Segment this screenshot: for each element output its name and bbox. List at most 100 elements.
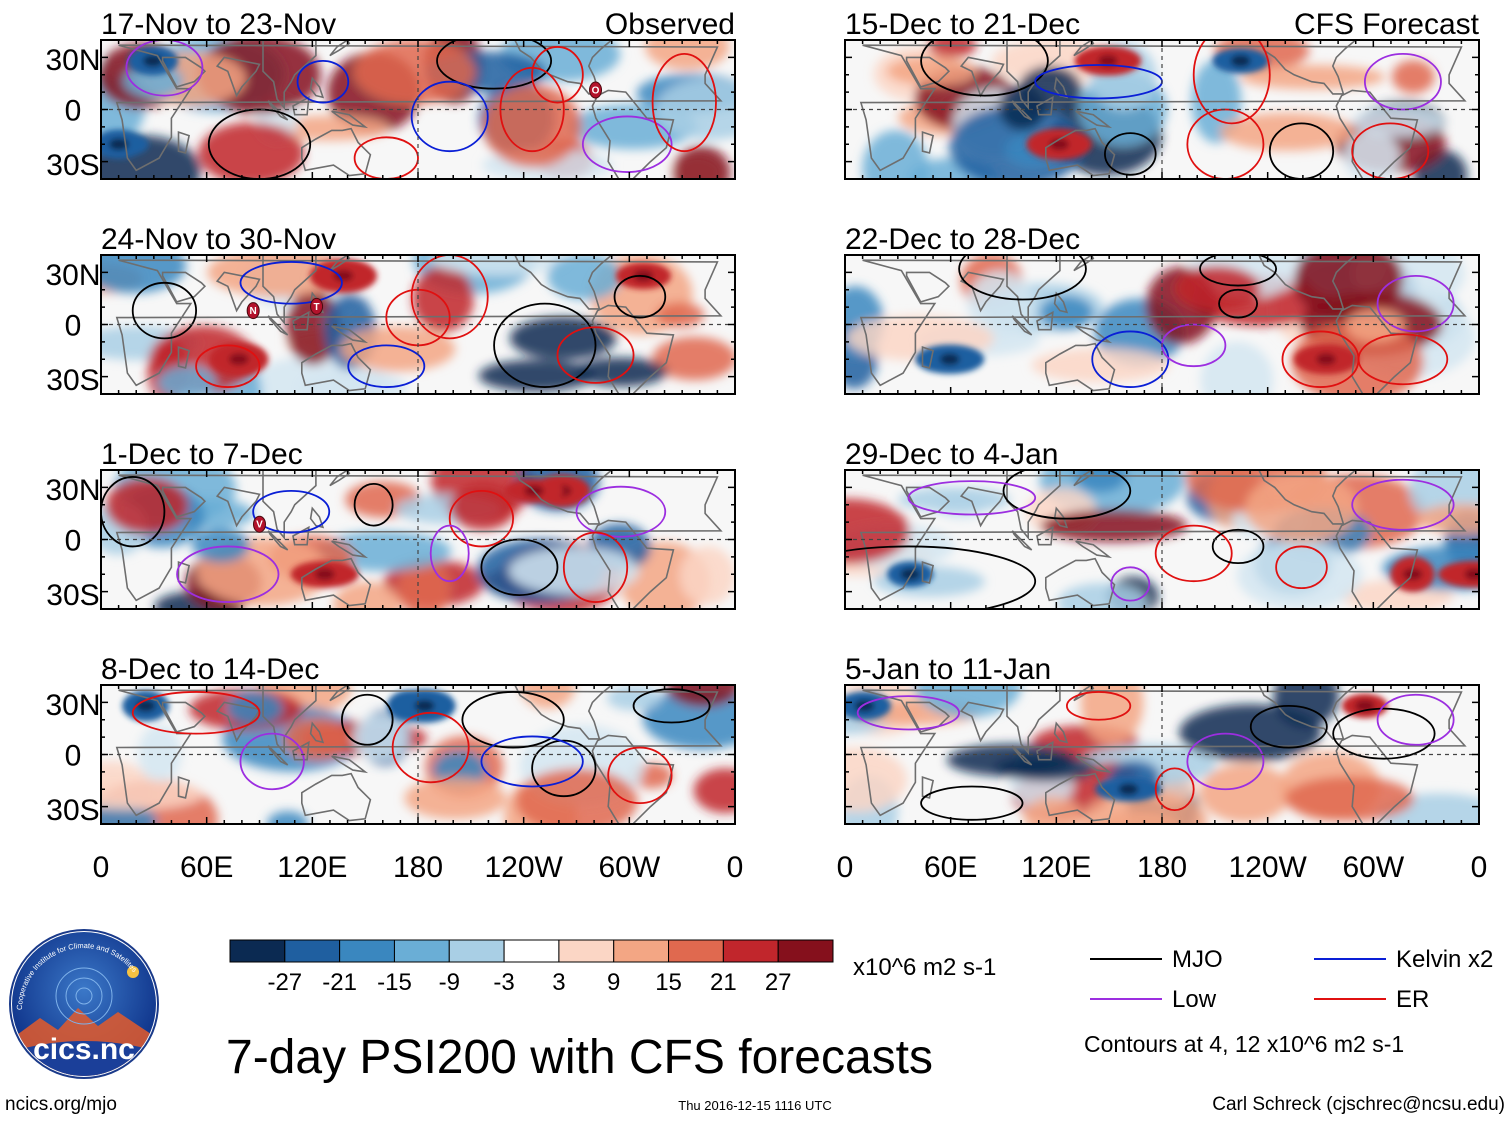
footer-timestamp: Thu 2016-12-15 1116 UTC (678, 1098, 831, 1113)
lat-label: 30N (45, 689, 100, 722)
panel-1: O 17-Nov to 23-Nov Observed 30N 0 30S (45, 8, 736, 182)
er-contour (1066, 691, 1132, 721)
psi-field (101, 40, 735, 179)
panel-tag: Observed (605, 8, 735, 41)
mjo-contour (353, 482, 394, 527)
kelvin-contour (410, 80, 489, 153)
sun-icon (127, 966, 139, 978)
colorbar-tick: 15 (655, 969, 682, 996)
footer-url: ncics.org/mjo (5, 1094, 117, 1115)
colorbar: -27 -21 -15 -9 -3 3 9 15 21 27 (229, 939, 834, 996)
low-contour (907, 480, 1037, 516)
lon-label: 60E (924, 851, 977, 884)
colorbar-swatch (777, 939, 834, 963)
mjo-contour (920, 785, 1024, 821)
mjo-contour (613, 274, 667, 319)
er-contour (1357, 333, 1449, 386)
low-contour (1186, 732, 1265, 791)
mjo-contour (436, 40, 553, 90)
wave-contours (101, 476, 667, 603)
colorbar-swatch (393, 939, 450, 963)
lon-label: 120E (277, 851, 347, 884)
wave-contours (958, 255, 1455, 388)
colorbar-swatch (448, 939, 505, 963)
er-contour (131, 691, 261, 735)
mjo-contour (1249, 704, 1328, 749)
er-contour (556, 326, 635, 384)
lat-label: 30S (46, 794, 99, 827)
low-contour (429, 524, 470, 583)
figure-title: 7-day PSI200 with CFS forecasts (226, 1031, 933, 1084)
er-contour (448, 489, 514, 548)
psi-field (101, 685, 735, 824)
low-contour (856, 695, 961, 731)
lat-label: 30N (45, 474, 100, 507)
er-contour (195, 344, 261, 388)
panel-5: 15-Dec to 21-Dec CFS Forecast (844, 8, 1480, 180)
panel-tag: CFS Forecast (1294, 8, 1480, 41)
lon-label: 0 (1471, 851, 1488, 884)
colorbar-tick: -15 (377, 969, 412, 996)
low-contour (1363, 52, 1442, 111)
psi-field (845, 255, 1479, 394)
mjo-contour (845, 545, 1037, 609)
colorbar-tick: -27 (267, 969, 302, 996)
kelvin-contour (252, 489, 331, 534)
mjo-contour (101, 476, 166, 548)
colorbar-units: x10^6 m2 s-1 (853, 954, 996, 981)
coastlines (859, 40, 1467, 179)
lat-label: 0 (65, 310, 82, 343)
lon-label: 60E (180, 851, 233, 884)
mjo-contour (207, 108, 312, 179)
svg-text:O: O (592, 86, 600, 97)
cics-logo: cics.nc Cooperative Institute for Climat… (9, 929, 159, 1079)
panel-title: 29-Dec to 4-Jan (845, 438, 1058, 471)
colorbar-swatch (229, 939, 286, 963)
wave-contours (856, 691, 1455, 821)
lat-label: 30N (45, 259, 100, 292)
lon-label: 120W (1228, 851, 1307, 884)
mjo-contour (461, 691, 565, 749)
colorbar-swatch (284, 939, 341, 963)
logo-text: cics.nc (33, 1033, 135, 1066)
legend-label: Kelvin x2 (1396, 946, 1493, 973)
lon-label: 120E (1021, 851, 1091, 884)
lon-label: 0 (727, 851, 744, 884)
colorbar-tick: 27 (765, 969, 792, 996)
mjo-contour (1104, 132, 1157, 176)
colorbar-swatch (668, 939, 724, 963)
lon-label: 120W (484, 851, 563, 884)
coastlines (859, 470, 1467, 609)
colorbar-swatch (722, 939, 779, 963)
lon-label: 60W (598, 851, 660, 884)
colorbar-swatch (613, 939, 670, 963)
er-contour (1192, 40, 1271, 125)
panel-title: 15-Dec to 21-Dec (845, 8, 1080, 41)
wave-contours (131, 688, 711, 805)
mjo-contour (632, 688, 711, 724)
colorbar-tick: 3 (552, 969, 565, 996)
psi-field (101, 255, 735, 394)
lon-label: 0 (837, 851, 854, 884)
lat-label: 0 (65, 95, 82, 128)
storm-marker: N (246, 302, 260, 320)
panel-title: 24-Nov to 30-Nov (101, 223, 336, 256)
low-contour (1376, 693, 1455, 746)
low-contour (581, 115, 673, 173)
panel-title: 5-Jan to 11-Jan (845, 653, 1051, 686)
mjo-contour (531, 739, 597, 798)
lon-label: 180 (1137, 851, 1187, 884)
er-contour (651, 53, 717, 153)
low-contour (176, 545, 280, 603)
low-contour (1351, 478, 1455, 531)
colorbar-tick: -21 (322, 969, 357, 996)
mjo-contour (1332, 707, 1436, 760)
kelvin-contour (480, 735, 584, 788)
mjo-contour (1199, 255, 1278, 287)
colorbar-tick: -3 (493, 969, 514, 996)
wave-contours (920, 40, 1442, 179)
